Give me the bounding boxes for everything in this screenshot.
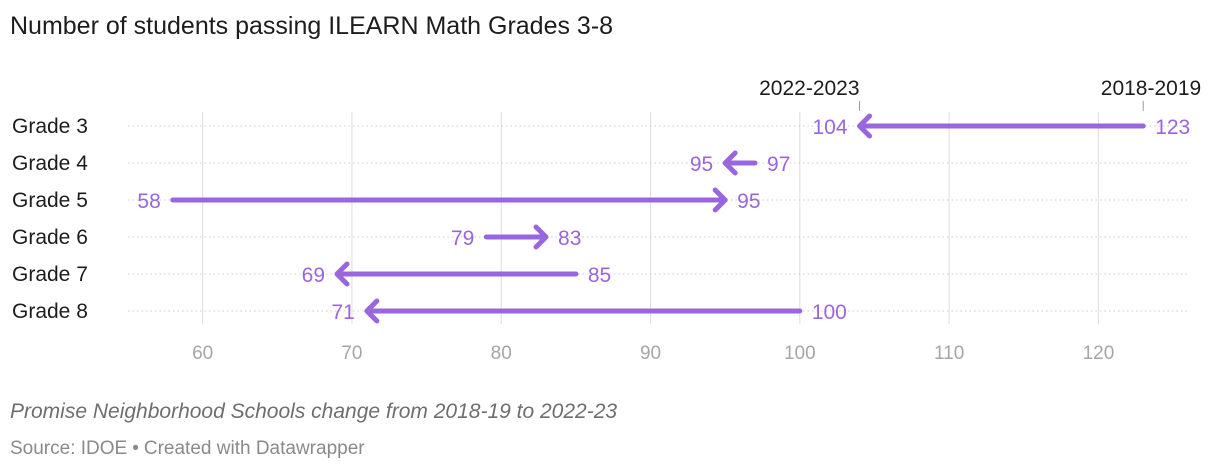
legend-label-end: 2022-2023: [759, 77, 859, 100]
chart-title: Number of students passing ILEARN Math G…: [10, 12, 614, 40]
source-text: Source: IDOE: [10, 438, 128, 459]
arrow-head: [533, 224, 549, 250]
arrow-head: [857, 113, 873, 139]
credit-text: Created with Datawrapper: [143, 438, 365, 459]
arrow-head: [334, 261, 350, 287]
value-label-start: 100: [812, 301, 847, 324]
category-label: Grade 7: [12, 263, 88, 286]
value-label-end: 104: [813, 116, 848, 139]
value-label-start: 58: [137, 190, 160, 213]
value-label-end: 69: [302, 264, 325, 287]
value-label-start: 79: [451, 227, 474, 250]
value-label-end: 95: [737, 190, 760, 213]
arrow-head: [364, 298, 380, 324]
chart-description: Promise Neighborhood Schools change from…: [10, 400, 618, 423]
x-tick-label: 60: [192, 343, 213, 364]
value-label-start: 85: [588, 264, 611, 287]
x-tick-label: 110: [934, 343, 964, 364]
arrow-head: [712, 187, 728, 213]
value-label-start: 123: [1155, 116, 1190, 139]
arrow-head: [722, 150, 738, 176]
legend-label-start: 2018-2019: [1101, 77, 1201, 100]
arrow-chart: 60 70 80 90 100 110 120 Grade 3 Grade 4 Grade 5 Gr…: [12, 77, 1201, 364]
x-tick-label: 120: [1083, 343, 1115, 364]
value-label-end: 83: [558, 227, 581, 250]
category-label: Grade 8: [12, 300, 88, 323]
category-label: Grade 6: [12, 226, 88, 249]
category-label: Grade 4: [12, 152, 88, 175]
source-separator: •: [132, 438, 139, 459]
value-label-end: 71: [332, 301, 355, 324]
source-line: Source: IDOE • Created with Datawrapper: [10, 438, 365, 460]
x-tick-label: 70: [341, 343, 362, 364]
value-label-start: 97: [767, 153, 790, 176]
category-label: Grade 3: [12, 115, 88, 138]
x-tick-label: 100: [784, 343, 816, 364]
category-label: Grade 5: [12, 189, 88, 212]
value-label-end: 95: [690, 153, 713, 176]
x-tick-label: 80: [491, 343, 512, 364]
x-tick-label: 90: [640, 343, 661, 364]
